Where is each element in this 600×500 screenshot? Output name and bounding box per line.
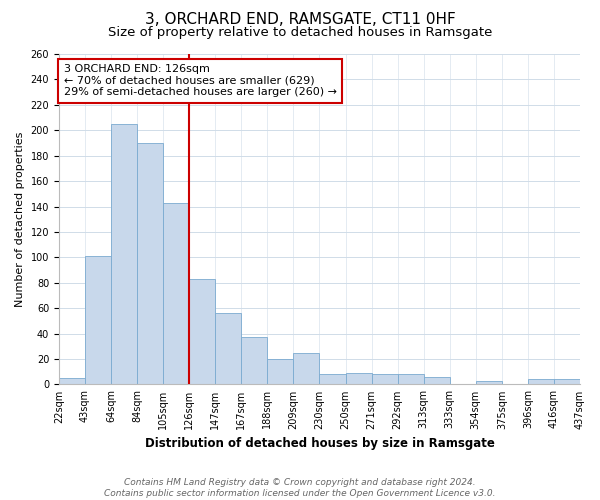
Bar <box>215 314 241 384</box>
Bar <box>371 374 398 384</box>
Bar <box>268 359 293 384</box>
Bar <box>319 374 346 384</box>
Text: 3 ORCHARD END: 126sqm
← 70% of detached houses are smaller (629)
29% of semi-det: 3 ORCHARD END: 126sqm ← 70% of detached … <box>64 64 337 98</box>
Y-axis label: Number of detached properties: Number of detached properties <box>15 132 25 307</box>
Text: Size of property relative to detached houses in Ramsgate: Size of property relative to detached ho… <box>108 26 492 39</box>
Bar <box>241 338 268 384</box>
Bar <box>111 124 137 384</box>
Bar <box>476 380 502 384</box>
Bar <box>137 143 163 384</box>
Bar <box>346 373 371 384</box>
Bar <box>398 374 424 384</box>
Text: Contains HM Land Registry data © Crown copyright and database right 2024.
Contai: Contains HM Land Registry data © Crown c… <box>104 478 496 498</box>
Bar <box>293 352 319 384</box>
Bar <box>85 256 111 384</box>
Bar <box>59 378 85 384</box>
Bar <box>528 380 554 384</box>
Bar <box>189 279 215 384</box>
Text: 3, ORCHARD END, RAMSGATE, CT11 0HF: 3, ORCHARD END, RAMSGATE, CT11 0HF <box>145 12 455 28</box>
Bar <box>424 377 450 384</box>
Bar <box>554 380 580 384</box>
X-axis label: Distribution of detached houses by size in Ramsgate: Distribution of detached houses by size … <box>145 437 494 450</box>
Bar <box>163 202 189 384</box>
